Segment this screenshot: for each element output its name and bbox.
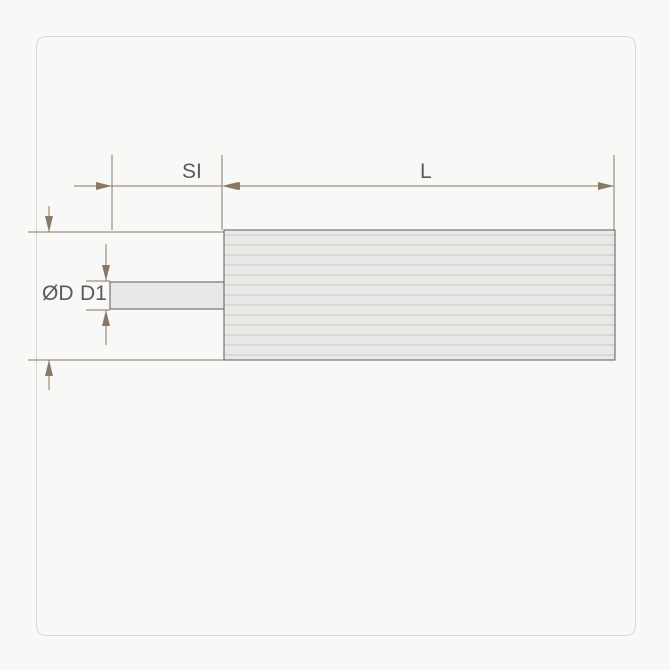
arrowhead bbox=[45, 216, 53, 232]
label-si: SI bbox=[182, 160, 202, 183]
arrowhead bbox=[45, 360, 53, 376]
arrowhead bbox=[102, 310, 110, 326]
arrowhead bbox=[598, 182, 614, 190]
drawing-svg: SI L ØD D1 bbox=[0, 0, 670, 670]
arrowhead bbox=[102, 265, 110, 281]
arrowhead bbox=[96, 182, 112, 190]
label-d1: D1 bbox=[80, 282, 107, 305]
arrowhead bbox=[224, 182, 240, 190]
pulley-body bbox=[224, 230, 615, 360]
label-l: L bbox=[420, 160, 432, 183]
shaft-stub bbox=[110, 282, 224, 309]
label-d: ØD bbox=[42, 282, 74, 305]
